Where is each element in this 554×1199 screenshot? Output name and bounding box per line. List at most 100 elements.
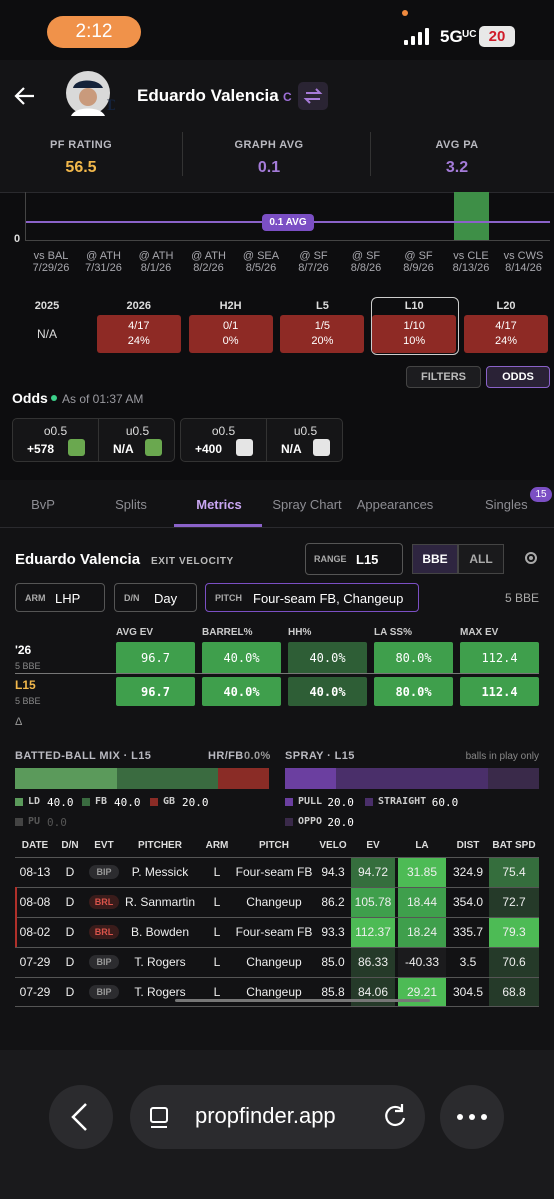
filter-label: D/N [124, 593, 140, 603]
delta: Δ [15, 716, 23, 728]
heat-cell [398, 948, 446, 977]
table-header: BAT SPD [492, 840, 536, 851]
table-cell: B. Bowden [130, 925, 190, 939]
rating-label: PF RATING [49, 139, 113, 151]
table-cell: 70.6 [502, 955, 526, 969]
legend-swatch [365, 798, 373, 806]
legend-label: OPPO [298, 816, 323, 827]
game-date: 8/8/26 [350, 262, 382, 274]
summary-cell: 112.4 [460, 677, 539, 706]
game-opp: @ ATH [138, 250, 174, 262]
split-label: L20 [496, 300, 516, 312]
svg-text:D: D [107, 97, 115, 114]
table-header: PITCH [259, 840, 289, 851]
split-label: 2025 [34, 300, 60, 312]
event-badge: BIP [89, 985, 119, 999]
filters-button[interactable]: FILTERS [406, 366, 481, 388]
legend-label: LD [28, 796, 41, 807]
table-cell: P. Messick [131, 865, 189, 879]
table-cell: T. Rogers [134, 985, 186, 999]
odds-button[interactable]: ODDS [486, 366, 550, 388]
odds-card[interactable]: o0.5 +578 u0.5 N/A [12, 418, 175, 462]
network-sub: UC [462, 29, 477, 40]
table-cell: 18.44 [406, 895, 438, 909]
legend-value: 20.0 [182, 796, 209, 809]
tab[interactable]: Metrics [196, 497, 242, 512]
table-cell: 79.3 [502, 925, 526, 939]
summary-cell: 112.4 [460, 642, 539, 674]
split-label: L5 [315, 300, 329, 312]
swap-button[interactable] [298, 82, 328, 110]
table-cell: L [213, 865, 221, 879]
legend-value: 40.0 [47, 796, 74, 809]
event-badge: BRL [89, 925, 119, 939]
under-line: u0.5 [293, 424, 318, 438]
under-price: N/A [113, 442, 134, 456]
event-badge: BIP [89, 865, 119, 879]
rating-divider [370, 132, 371, 176]
table-header: EV [366, 840, 380, 851]
mix-segment [335, 768, 489, 789]
graph-highlight [454, 192, 489, 240]
tab[interactable]: Singles [485, 497, 528, 512]
legend-swatch [285, 798, 293, 806]
range-select[interactable]: RANGE L15 [305, 543, 403, 575]
battery: 20 [479, 26, 515, 47]
tab[interactable]: Appearances [356, 497, 434, 512]
mix-segment [285, 768, 336, 789]
filter-select[interactable]: PITCH Four-seam FB, Changeup [205, 583, 419, 612]
table-cell: T. Rogers [134, 955, 186, 969]
time-pill: 2:12 [47, 16, 141, 48]
odds-dot [51, 395, 57, 401]
filter-select[interactable]: ARM LHP [15, 583, 105, 612]
summary-cell: 80.0% [374, 642, 453, 674]
table-header: VELO [319, 840, 347, 851]
tab[interactable]: Spray Chart [272, 497, 342, 512]
split-box[interactable]: 4/17 24% [96, 315, 181, 353]
over-line: o0.5 [43, 424, 68, 438]
position: C [283, 90, 292, 104]
table-header: DATE [21, 840, 49, 851]
rating-value: 0.1 [257, 159, 281, 176]
split-box[interactable]: 4/17 24% [464, 315, 548, 353]
split-box[interactable]: 0/1 0% [188, 315, 273, 353]
game-opp: @ SEA [242, 250, 280, 262]
split-pct: 20% [311, 335, 334, 347]
table-cell: Changeup [246, 955, 302, 969]
odds-card[interactable]: o0.5 +400 u0.5 N/A [180, 418, 343, 462]
toggle-option[interactable]: ALL [458, 544, 504, 574]
table-cell: 354.0 [452, 895, 484, 909]
settings-icon[interactable] [523, 550, 539, 566]
table-cell: L [213, 955, 221, 969]
tab-underline [174, 524, 262, 527]
toggle-option[interactable]: BBE [412, 544, 458, 574]
legend-value: 60.0 [431, 796, 459, 809]
event-badge: BRL [89, 895, 119, 909]
url[interactable]: propfinder.app [195, 1103, 336, 1128]
table-cell: 08-08 [19, 895, 51, 909]
summary-cell: 96.7 [116, 642, 195, 674]
table-cell: 85.8 [321, 985, 345, 999]
split-selected[interactable] [371, 297, 460, 355]
back-button[interactable] [14, 86, 36, 106]
split-value: 1/10 [403, 320, 425, 332]
summary-col: MAX EV [460, 627, 499, 638]
game-opp: vs CLE [453, 250, 489, 262]
split-box[interactable]: 1/10 10% [372, 315, 457, 353]
summary-col: BARREL% [202, 627, 253, 638]
over-line: o0.5 [211, 424, 236, 438]
range-label: RANGE [314, 554, 347, 564]
split-box[interactable]: 1/5 20% [280, 315, 365, 353]
filter-label: ARM [25, 593, 46, 603]
tab[interactable]: BvP [31, 497, 55, 512]
rating-value: 56.5 [65, 159, 97, 176]
row-divider [15, 887, 539, 888]
tab[interactable]: Splits [115, 497, 147, 512]
heat-cell [398, 858, 446, 887]
bbe-count: 5 BBE [504, 591, 539, 605]
book-logo [313, 439, 330, 456]
filter-select[interactable]: D/N Day [114, 583, 197, 612]
tabs-divider [0, 527, 554, 528]
game-opp: @ SF [404, 250, 433, 262]
table-cell: 31.85 [406, 865, 438, 879]
